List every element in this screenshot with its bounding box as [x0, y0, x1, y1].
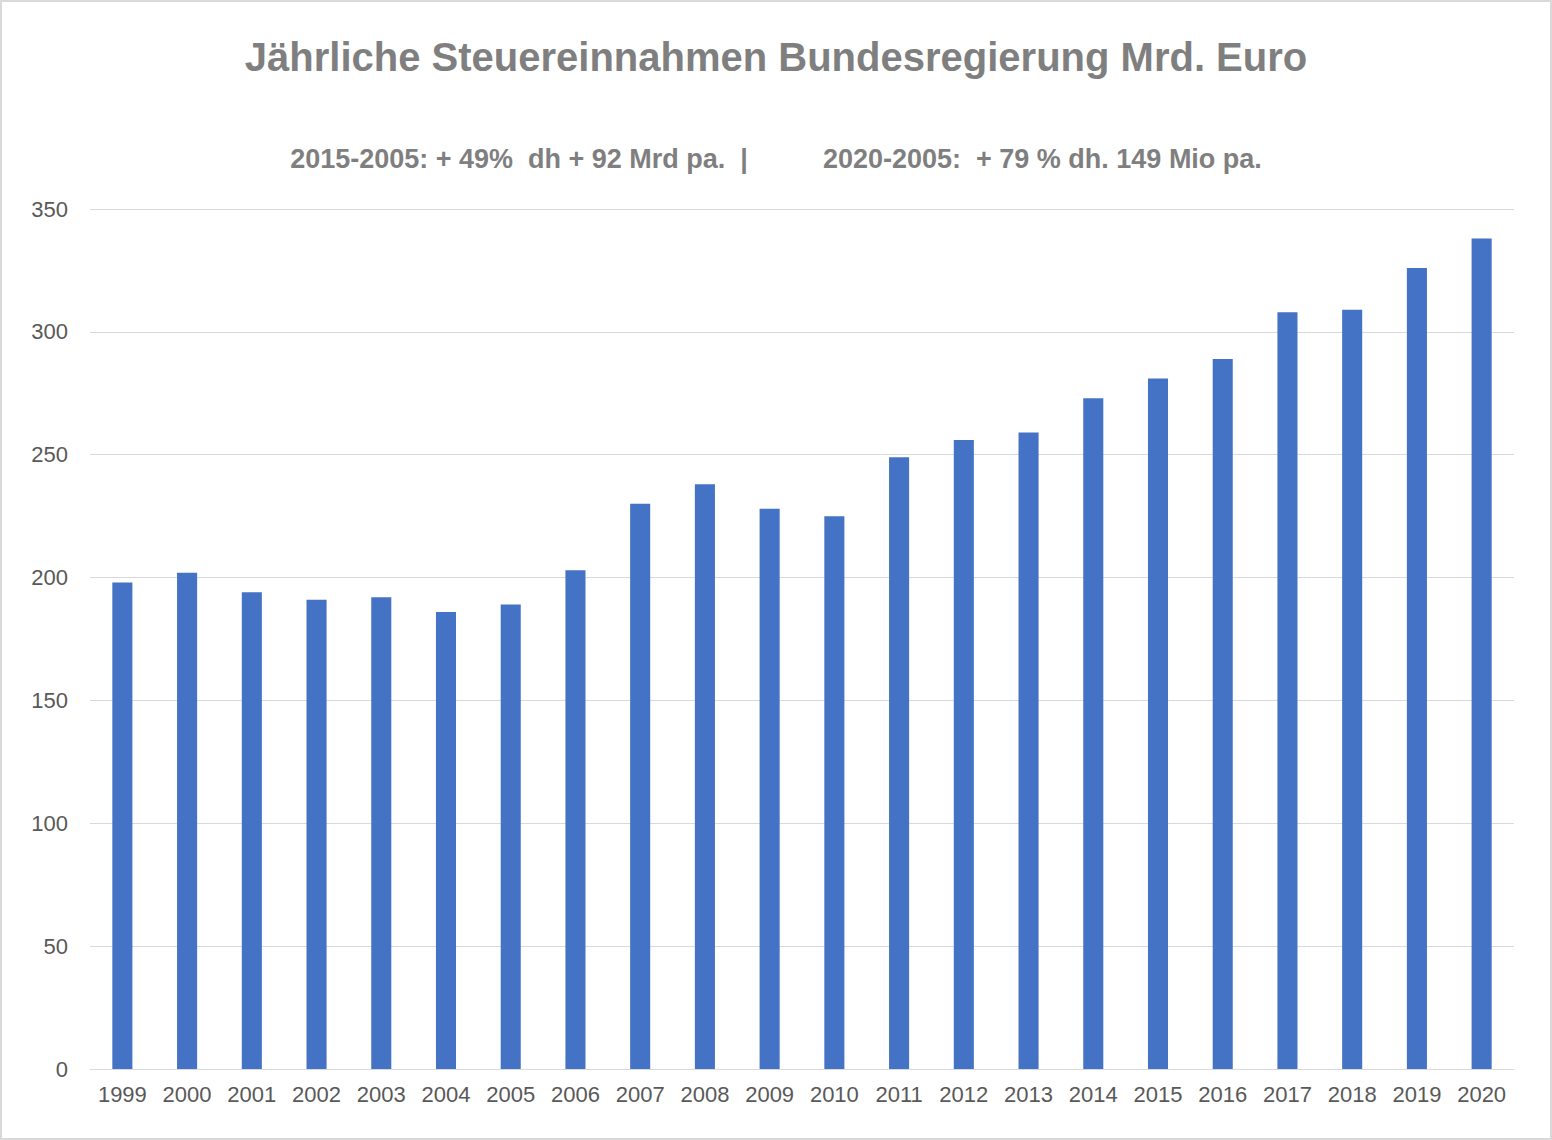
- svg-text:2000: 2000: [163, 1082, 212, 1107]
- svg-text:2008: 2008: [680, 1082, 729, 1107]
- svg-text:2009: 2009: [745, 1082, 794, 1107]
- svg-text:2005: 2005: [486, 1082, 535, 1107]
- svg-text:2006: 2006: [551, 1082, 600, 1107]
- svg-text:350: 350: [31, 197, 68, 222]
- svg-text:2012: 2012: [939, 1082, 988, 1107]
- svg-text:2013: 2013: [1004, 1082, 1053, 1107]
- svg-text:250: 250: [31, 442, 68, 467]
- svg-text:2014: 2014: [1069, 1082, 1118, 1107]
- svg-text:2016: 2016: [1198, 1082, 1247, 1107]
- svg-text:2015-2005: + 49% dh + 92 Mrd: 2015-2005: + 49% dh + 92 Mrd pa. | 2020-…: [290, 144, 1262, 174]
- svg-text:0: 0: [56, 1057, 68, 1082]
- svg-text:2018: 2018: [1328, 1082, 1377, 1107]
- svg-text:50: 50: [44, 934, 68, 959]
- svg-text:2007: 2007: [616, 1082, 665, 1107]
- svg-text:300: 300: [31, 319, 68, 344]
- svg-text:200: 200: [31, 565, 68, 590]
- svg-text:2020: 2020: [1457, 1082, 1506, 1107]
- svg-text:2003: 2003: [357, 1082, 406, 1107]
- svg-text:2002: 2002: [292, 1082, 341, 1107]
- svg-text:Jährliche Steuereinnahmen Bund: Jährliche Steuereinnahmen Bundesregierun…: [245, 35, 1307, 79]
- svg-text:2017: 2017: [1263, 1082, 1312, 1107]
- svg-text:2011: 2011: [875, 1082, 922, 1107]
- svg-text:2004: 2004: [422, 1082, 471, 1107]
- svg-text:2019: 2019: [1392, 1082, 1441, 1107]
- svg-text:100: 100: [31, 811, 68, 836]
- svg-text:1999: 1999: [98, 1082, 147, 1107]
- svg-text:2001: 2001: [227, 1082, 276, 1107]
- svg-text:2015: 2015: [1134, 1082, 1183, 1107]
- svg-text:150: 150: [31, 688, 68, 713]
- svg-text:2010: 2010: [810, 1082, 859, 1107]
